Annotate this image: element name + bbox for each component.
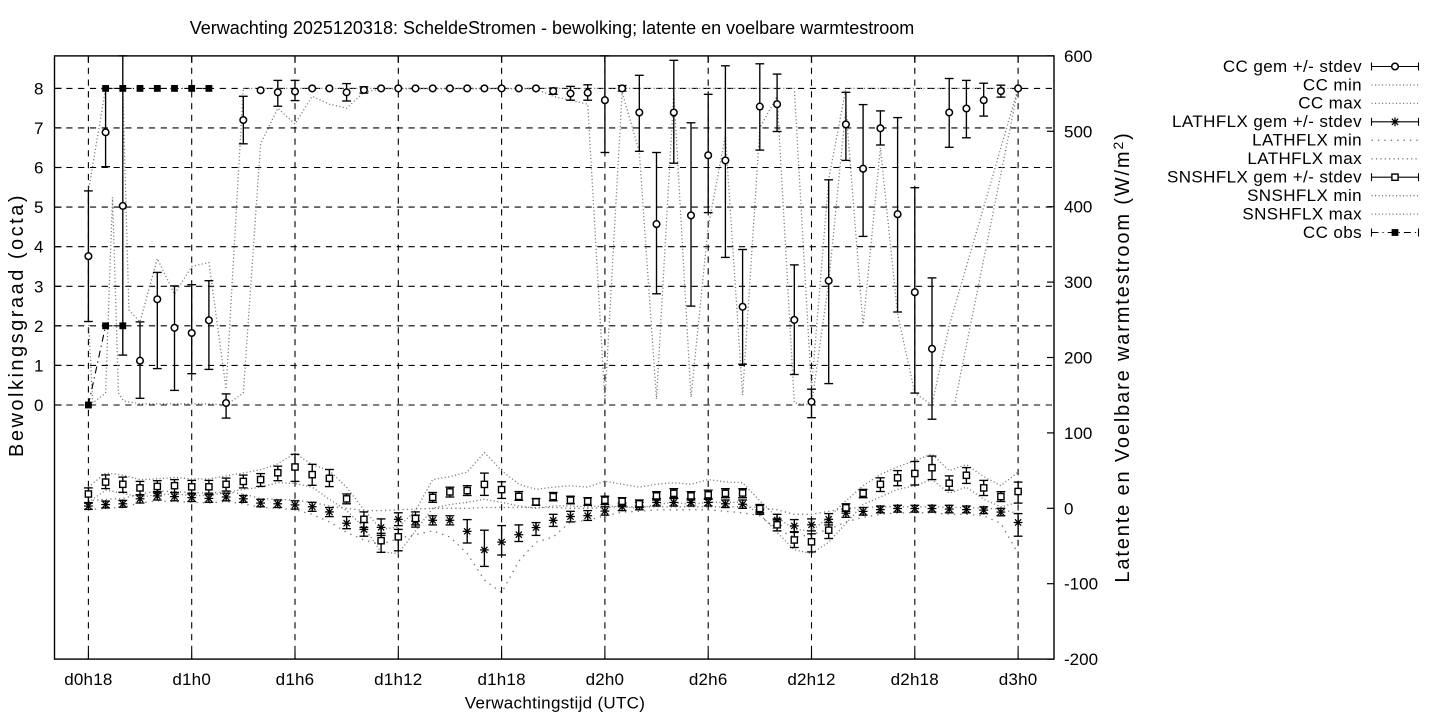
- svg-text:2: 2: [34, 317, 43, 336]
- svg-text:-200: -200: [1064, 650, 1098, 669]
- svg-text:500: 500: [1064, 122, 1092, 141]
- svg-text:CC max: CC max: [1298, 94, 1362, 113]
- svg-text:d1h0: d1h0: [172, 670, 211, 689]
- svg-text:LATHFLX max: LATHFLX max: [1247, 149, 1362, 168]
- svg-text:Verwachting 2025120318: Scheld: Verwachting 2025120318: ScheldeStromen -…: [190, 18, 914, 38]
- svg-text:Bewolkingsgraad (octa): Bewolkingsgraad (octa): [6, 193, 28, 457]
- svg-text:Verwachtingstijd (UTC): Verwachtingstijd (UTC): [465, 694, 645, 713]
- svg-text:Latente en Voelbare warmtestro: Latente en Voelbare warmtestroom (W/m2): [1110, 131, 1134, 582]
- svg-text:6: 6: [34, 159, 43, 178]
- svg-text:d2h6: d2h6: [689, 670, 728, 689]
- svg-text:d0h18: d0h18: [64, 670, 112, 689]
- svg-text:300: 300: [1064, 273, 1092, 292]
- svg-text:CC obs: CC obs: [1303, 223, 1362, 242]
- svg-text:4: 4: [34, 238, 43, 257]
- svg-text:d2h18: d2h18: [891, 670, 939, 689]
- svg-text:d2h0: d2h0: [586, 670, 625, 689]
- svg-text:600: 600: [1064, 47, 1092, 66]
- svg-text:0: 0: [34, 396, 43, 415]
- svg-text:d3h0: d3h0: [999, 670, 1038, 689]
- svg-text:400: 400: [1064, 198, 1092, 217]
- svg-text:-100: -100: [1064, 575, 1098, 594]
- svg-text:d2h12: d2h12: [787, 670, 835, 689]
- svg-text:d1h12: d1h12: [374, 670, 422, 689]
- svg-text:d1h6: d1h6: [276, 670, 315, 689]
- svg-text:7: 7: [34, 119, 43, 138]
- svg-text:5: 5: [34, 198, 43, 217]
- svg-text:CC min: CC min: [1303, 75, 1362, 94]
- svg-text:0: 0: [1064, 499, 1073, 518]
- svg-text:LATHFLX gem +/- stdev: LATHFLX gem +/- stdev: [1172, 112, 1362, 131]
- svg-text:8: 8: [34, 79, 43, 98]
- svg-text:100: 100: [1064, 424, 1092, 443]
- svg-text:1: 1: [34, 356, 43, 375]
- svg-text:SNSHFLX gem +/- stdev: SNSHFLX gem +/- stdev: [1167, 168, 1362, 187]
- svg-text:CC gem +/- stdev: CC gem +/- stdev: [1223, 57, 1362, 76]
- svg-text:SNSHFLX min: SNSHFLX min: [1247, 186, 1362, 205]
- svg-text:SNSHFLX max: SNSHFLX max: [1242, 204, 1362, 223]
- svg-text:LATHFLX min: LATHFLX min: [1252, 131, 1362, 150]
- svg-text:3: 3: [34, 277, 43, 296]
- svg-text:d1h18: d1h18: [477, 670, 525, 689]
- svg-text:200: 200: [1064, 349, 1092, 368]
